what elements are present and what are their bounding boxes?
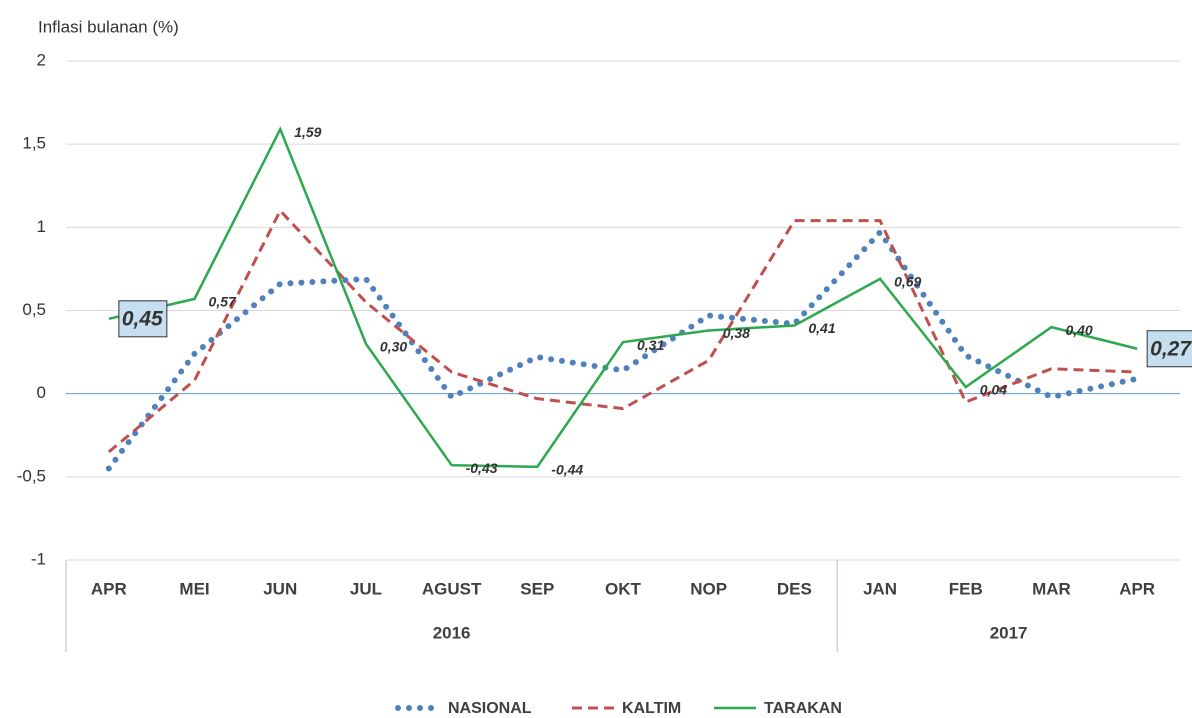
value-label: 0,69 xyxy=(894,274,921,290)
x-tick-label: OKT xyxy=(605,579,642,598)
value-label: 0,30 xyxy=(380,338,407,354)
legend-label: TARAKAN xyxy=(764,700,842,717)
x-tick-label: JAN xyxy=(863,579,897,598)
value-label: 1,59 xyxy=(294,124,321,140)
value-label: 0,38 xyxy=(723,325,750,341)
value-label-box xyxy=(118,300,168,338)
series-line xyxy=(107,208,1138,454)
x-tick-label: JUL xyxy=(350,579,382,598)
y-tick-label: -1 xyxy=(31,549,46,568)
x-tick-label: APR xyxy=(91,579,127,598)
x-tick-label: JUN xyxy=(263,579,297,598)
value-label: 0,40 xyxy=(1065,322,1092,338)
x-tick-label: MAR xyxy=(1032,579,1071,598)
legend-label: NASIONAL xyxy=(448,700,532,717)
value-label: 0,31 xyxy=(637,337,664,353)
y-tick-label: -0,5 xyxy=(17,466,46,485)
x-group-label: 2016 xyxy=(433,623,471,642)
value-label: 0,41 xyxy=(808,320,835,336)
y-tick-label: 0,5 xyxy=(22,300,46,319)
y-axis-title: Inflasi bulanan (%) xyxy=(38,17,179,36)
y-tick-label: 1 xyxy=(37,217,46,236)
series-line xyxy=(108,126,1138,469)
series-line xyxy=(105,227,1141,472)
y-tick-label: 2 xyxy=(37,50,46,69)
legend-label: KALTIM xyxy=(622,700,681,717)
x-tick-label: NOP xyxy=(690,579,727,598)
value-label: 0,04 xyxy=(980,382,1007,398)
x-tick-label: AGUST xyxy=(422,579,482,598)
x-group-label: 2017 xyxy=(990,623,1028,642)
x-tick-label: FEB xyxy=(949,579,983,598)
value-label: -0,43 xyxy=(466,460,498,476)
y-tick-label: 1,5 xyxy=(22,134,46,153)
x-tick-label: SEP xyxy=(520,579,554,598)
x-tick-label: APR xyxy=(1119,579,1155,598)
value-label-box xyxy=(1146,330,1192,368)
value-label: -0,44 xyxy=(551,462,583,478)
x-tick-label: DES xyxy=(777,579,812,598)
y-tick-label: 0 xyxy=(37,383,46,402)
value-label: 0,27 xyxy=(1150,337,1192,360)
x-tick-label: MEI xyxy=(179,579,209,598)
value-label: 0,45 xyxy=(122,307,163,330)
value-label: 0,57 xyxy=(209,294,237,310)
